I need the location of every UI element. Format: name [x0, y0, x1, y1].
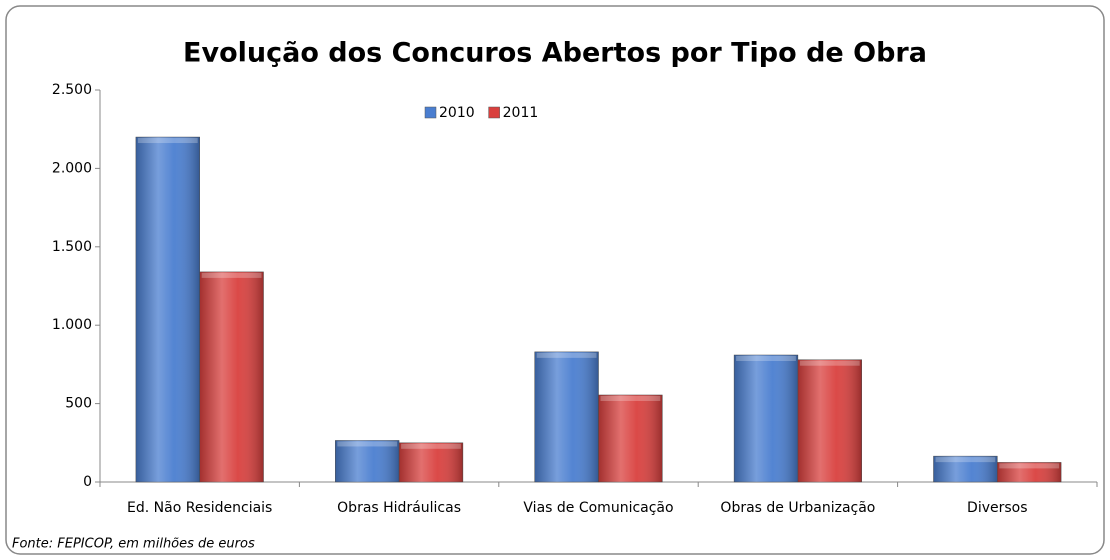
bar-cap — [401, 443, 461, 449]
bar-cap — [935, 457, 996, 463]
chart-title: Evolução dos Concuros Abertos por Tipo d… — [183, 38, 927, 69]
bar-shine — [797, 359, 862, 482]
legend-label: 2011 — [503, 105, 539, 121]
bar-shine — [534, 351, 599, 482]
x-tick-label: Diversos — [967, 500, 1027, 516]
y-tick-label: 2.000 — [52, 160, 92, 176]
x-tick-label: Obras de Urbanização — [720, 500, 875, 516]
bar-shine — [734, 354, 798, 482]
bar-cap — [736, 355, 796, 361]
x-tick-label: Obras Hidráulicas — [337, 500, 461, 516]
bar-shine — [933, 456, 998, 482]
y-tick-label: 500 — [65, 396, 92, 412]
bar-shine — [199, 271, 264, 482]
bar-shine — [399, 442, 463, 482]
legend-swatch — [424, 106, 437, 119]
y-tick-label: 2.500 — [52, 82, 92, 98]
y-tick-label: 0 — [83, 474, 92, 490]
bar-cap — [536, 352, 597, 358]
bar-shine — [598, 394, 663, 482]
source-note: Fonte: FEPICOP, em milhões de euros — [12, 537, 255, 552]
bar-cap — [600, 395, 661, 401]
bar-shine — [997, 462, 1062, 482]
y-tick-label: 1.500 — [52, 239, 92, 255]
legend-swatch — [488, 106, 500, 119]
x-tick-label: Vias de Comunicação — [523, 500, 673, 516]
bar-cap — [799, 360, 860, 366]
bar-cap — [999, 463, 1060, 469]
legend-label: 2010 — [439, 105, 475, 121]
y-tick-label: 1.000 — [52, 317, 92, 333]
bar-shine — [135, 137, 200, 483]
bar-cap — [201, 272, 262, 278]
bar-cap — [137, 138, 198, 144]
x-tick-label: Ed. Não Residenciais — [127, 500, 272, 516]
bar-shine — [335, 440, 400, 482]
bar-cap — [337, 441, 398, 447]
